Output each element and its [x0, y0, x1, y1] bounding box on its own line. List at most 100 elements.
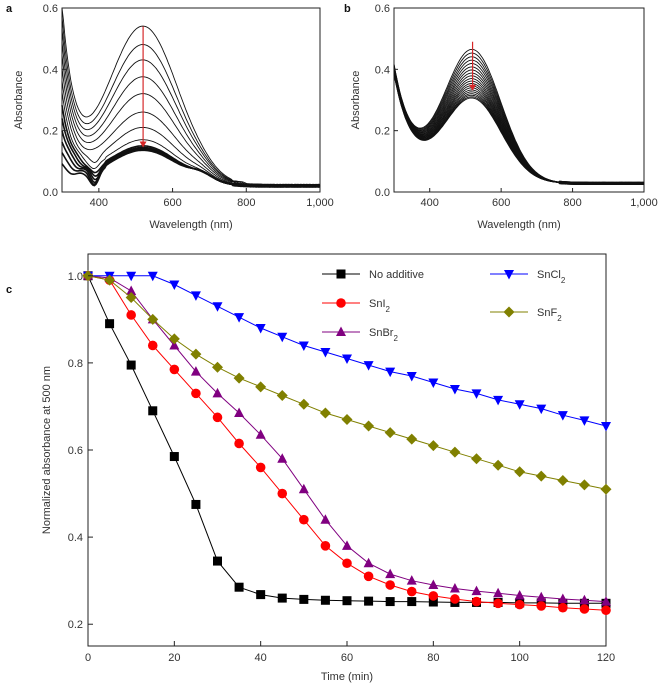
panel-c-ytick-label: 0.4 — [68, 532, 83, 544]
legend-label: SnI2 — [369, 298, 391, 314]
data-point-sni2 — [255, 462, 266, 473]
data-point-sni2 — [191, 388, 201, 399]
legend-marker — [336, 298, 346, 308]
data-point-snbr2 — [493, 587, 504, 598]
panel-a-curves — [61, 7, 321, 188]
data-point-no-additive — [213, 556, 222, 566]
data-point-sncl2 — [126, 271, 137, 282]
data-point-snbr2 — [320, 514, 331, 524]
data-point-snf2 — [363, 420, 375, 432]
panel-c-xtick-label: 20 — [168, 652, 180, 664]
data-point-snf2 — [578, 479, 590, 491]
data-point-sncl2 — [385, 367, 396, 378]
legend-item-sni2: SnI2 — [322, 298, 391, 314]
data-point-no-additive — [299, 594, 309, 604]
data-point-snf2 — [471, 453, 482, 465]
panel-a-spectrum-curve — [61, 16, 321, 188]
data-point-no-additive — [364, 596, 374, 606]
data-point-sni2 — [169, 364, 180, 375]
data-point-sncl2 — [493, 395, 504, 406]
panel-a: a 400 600 800 1,000 0.0 0.2 0.4 0.6 Wavelength… — [6, 3, 334, 231]
panel-c-series — [82, 270, 612, 616]
panel-b: b 400 600 800 1,000 0.0 0.2 0.4 0.6 Wavelength… — [344, 3, 658, 231]
panel-c-xtick-label: 120 — [597, 652, 615, 664]
panel-a-arrow-head — [139, 141, 147, 148]
data-point-snf2 — [168, 333, 180, 345]
panel-c-xtick-label: 80 — [427, 652, 439, 664]
data-point-sni2 — [299, 514, 309, 525]
data-point-sncl2 — [298, 341, 309, 351]
panel-c: c 0 20 40 60 80 100 120 0.2 0.4 0.6 0.8 1.0 Time (… — [6, 253, 615, 683]
series-sncl2 — [83, 271, 611, 432]
data-point-snbr2 — [557, 593, 568, 603]
data-point-sni2 — [342, 558, 352, 569]
data-point-sni2 — [406, 586, 417, 597]
data-point-sncl2 — [557, 411, 568, 421]
data-point-sncl2 — [212, 302, 223, 312]
legend-marker — [336, 269, 346, 279]
legend-marker — [336, 326, 346, 336]
panel-a-spectrum-curve — [61, 130, 321, 188]
panel-b-curves — [393, 48, 645, 186]
data-point-sni2 — [579, 604, 590, 614]
data-point-sni2 — [471, 596, 482, 607]
data-point-snbr2 — [126, 285, 137, 296]
panel-a-xtick-label: 400 — [90, 197, 108, 209]
data-point-snbr2 — [514, 589, 525, 600]
panel-b-spectrum-curve — [393, 48, 645, 186]
data-point-snbr2 — [298, 483, 309, 494]
panel-a-xlabel: Wavelength (nm) — [149, 219, 232, 231]
legend-marker — [503, 306, 515, 318]
series-no-additive — [83, 271, 611, 608]
data-point-sni2 — [428, 591, 439, 601]
data-point-snbr2 — [255, 429, 266, 439]
panel-a-ytick-label: 0.6 — [43, 3, 58, 15]
legend-item-sncl2: SnCl2 — [490, 269, 566, 285]
data-point-sncl2 — [514, 400, 525, 410]
panel-a-label: a — [6, 3, 13, 15]
data-point-snf2 — [319, 407, 331, 419]
data-point-snf2 — [276, 390, 288, 402]
panel-b-arrow — [469, 41, 477, 91]
panel-c-label: c — [6, 284, 12, 296]
data-point-sni2 — [363, 571, 374, 582]
data-point-snf2 — [233, 372, 245, 384]
data-point-sni2 — [536, 601, 547, 611]
data-point-snf2 — [557, 474, 569, 486]
data-point-snbr2 — [428, 579, 439, 590]
data-point-sncl2 — [428, 378, 439, 388]
panel-c-ytick-label: 0.2 — [68, 619, 83, 631]
data-point-snbr2 — [277, 453, 288, 463]
data-point-snbr2 — [471, 585, 482, 596]
series-line-snf2 — [87, 275, 607, 490]
panel-c-legend: No additive SnI2 SnBr2 SnCl2 SnF2 — [322, 269, 566, 343]
legend-label: No additive — [369, 269, 424, 281]
data-point-snbr2 — [212, 387, 223, 398]
data-point-snbr2 — [190, 366, 201, 376]
data-point-sncl2 — [536, 404, 547, 415]
panel-a-ytick-label: 0.0 — [43, 187, 58, 199]
data-point-snf2 — [341, 414, 353, 426]
panel-c-xtick-label: 0 — [85, 652, 91, 664]
data-point-sncl2 — [449, 385, 460, 395]
data-point-sni2 — [601, 605, 611, 616]
data-point-no-additive — [105, 319, 115, 329]
data-point-sni2 — [514, 599, 525, 610]
panel-b-ytick-label: 0.0 — [375, 187, 390, 199]
data-point-sni2 — [126, 310, 136, 320]
data-point-snbr2 — [536, 591, 547, 602]
data-point-sncl2 — [601, 422, 611, 432]
data-point-sni2 — [320, 541, 331, 551]
data-point-sncl2 — [147, 271, 158, 282]
data-point-sni2 — [558, 602, 568, 613]
data-point-sni2 — [450, 594, 460, 604]
panel-c-xlabel: Time (min) — [321, 671, 373, 683]
data-point-sncl2 — [169, 280, 180, 290]
panel-c-xtick-label: 100 — [510, 652, 528, 664]
data-point-snf2 — [212, 361, 223, 373]
data-point-sncl2 — [320, 348, 331, 358]
data-point-no-additive — [320, 595, 330, 605]
panel-c-ytick-label: 0.6 — [68, 445, 83, 457]
data-point-sni2 — [234, 438, 244, 449]
